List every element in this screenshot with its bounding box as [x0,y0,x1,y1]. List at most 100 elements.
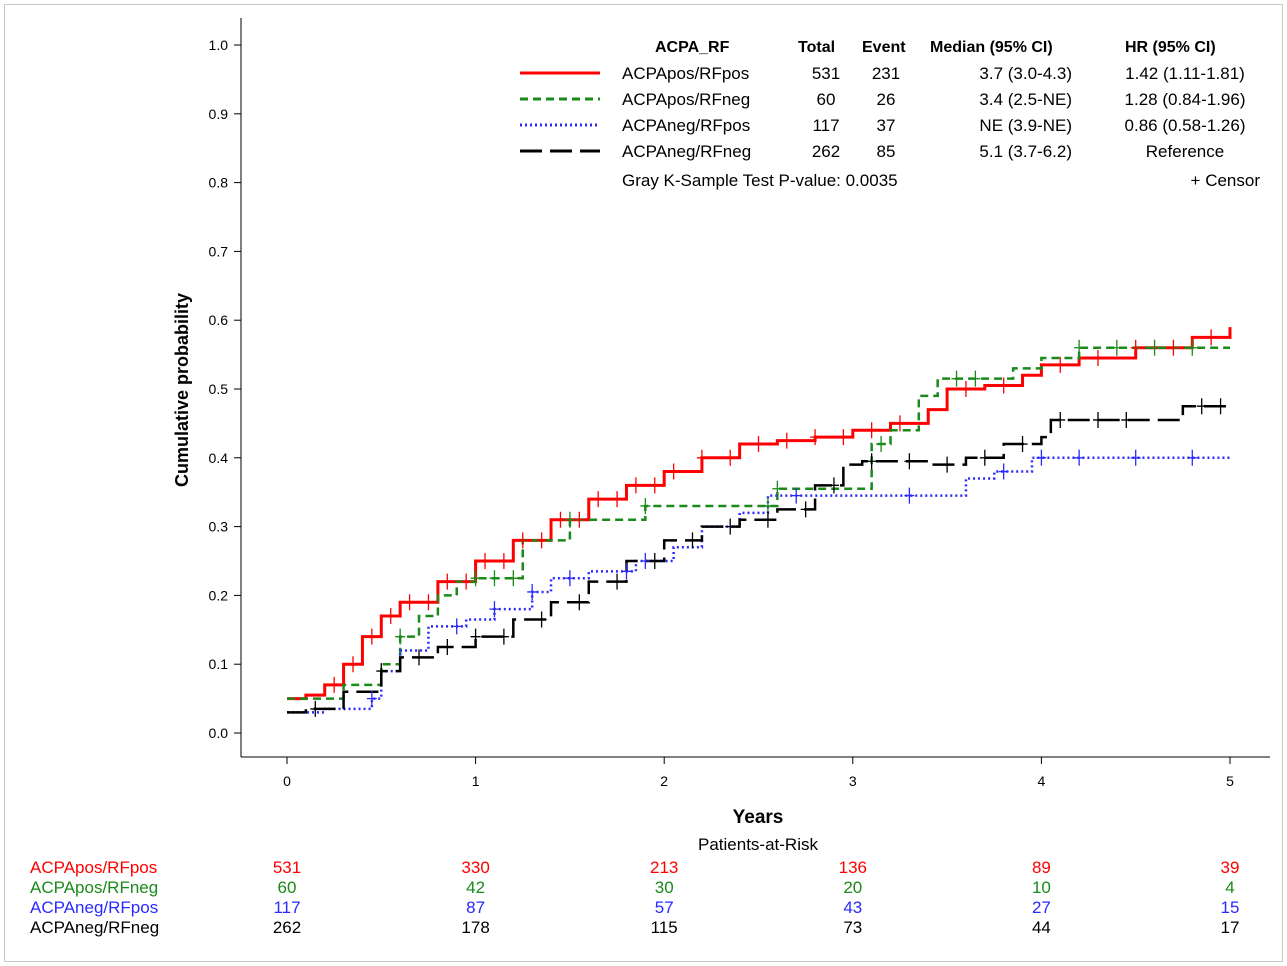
legend-hr: 1.42 (1.11-1.81) [1125,64,1245,83]
y-tick-label: 0.5 [209,381,229,397]
censor-mark [376,663,387,680]
risk-row-label: ACPAneg/RFpos [30,898,158,917]
censor-mark [894,415,905,432]
censor-mark [630,477,641,494]
censor-mark [348,656,359,673]
censor-mark [470,628,481,645]
censor-mark [1149,339,1160,356]
risk-count: 15 [1221,898,1240,917]
x-tick-label: 4 [1038,773,1046,789]
censor-mark [489,570,500,587]
legend-group-label: ACPAneg/RFneg [622,142,751,161]
legend-total: 262 [812,142,840,161]
risk-count: 262 [273,918,301,937]
risk-count: 20 [843,878,862,897]
censor-mark [366,690,377,707]
risk-count: 10 [1032,878,1051,897]
censor-mark [395,628,406,645]
y-tick-label: 0.2 [209,587,229,603]
y-tick-label: 0.4 [209,450,229,466]
censor-legend: + Censor [1191,171,1261,190]
censor-mark [1206,329,1217,346]
legend-event: 37 [877,116,896,135]
patients-at-risk-title: Patients-at-Risk [698,835,818,854]
y-tick-label: 0.9 [209,106,229,122]
y-axis-ticks: 0.0 0.1 0.2 0.3 0.4 0.5 0.6 0.7 0.8 0.9 1.0 [209,37,241,741]
legend-header-group: ACPA_RF [655,39,730,56]
censor-mark [753,436,764,453]
x-axis-ticks: 0 1 2 3 4 5 [283,757,1234,789]
censor-mark [442,639,453,655]
gray-test-pvalue: Gray K-Sample Test P-value: 0.0035 [622,171,898,190]
censor-mark [310,700,321,717]
risk-count: 531 [273,858,301,877]
censor-mark [1168,339,1179,356]
y-axis-title: Cumulative probability [172,293,192,487]
censor-mark [517,532,528,549]
legend-median: 3.4 (2.5-NE) [979,90,1072,109]
risk-count: 39 [1221,858,1240,877]
risk-count: 136 [839,858,867,877]
risk-count: 44 [1032,918,1051,937]
survival-curves [287,327,1232,714]
censor-mark [1215,398,1226,415]
y-tick-label: 0.8 [209,175,229,191]
legend-median: NE (3.9-NE) [979,116,1072,135]
censor-mark [640,553,651,569]
legend-header-total: Total [798,39,835,56]
risk-count: 43 [843,898,862,917]
censor-mark [1130,449,1141,466]
censor-mark [574,594,585,611]
x-tick-label: 1 [472,773,480,789]
y-tick-label: 1.0 [209,37,229,53]
legend-event: 231 [872,64,900,83]
censor-mark [838,429,849,446]
risk-count: 27 [1032,898,1051,917]
censor-mark [593,491,604,508]
legend: ACPA_RF Total Event Median (95% CI) HR (… [520,39,1260,190]
censor-mark [781,432,792,449]
censor-mark [1092,411,1103,428]
censor-mark [810,429,821,446]
censor-mark [828,477,839,494]
censor-mark [404,594,415,611]
risk-count: 87 [466,898,485,917]
legend-header-hr: HR (95% CI) [1125,39,1216,56]
legend-total: 60 [817,90,836,109]
legend-group-label: ACPApos/RFpos [622,64,749,83]
censor-mark [1196,398,1207,415]
y-tick-label: 0.7 [209,243,229,259]
censor-mark [423,594,434,611]
censor-mark [564,570,575,587]
censor-mark [951,370,962,387]
y-tick-label: 0.0 [209,725,229,741]
censor-mark [1017,436,1028,453]
censor-mark [649,477,660,494]
censor-mark [1055,356,1066,373]
censor-mark [1187,339,1198,356]
legend-hr: 1.28 (0.84-1.96) [1125,90,1246,109]
legend-event: 85 [877,142,896,161]
censor-mark [451,618,462,635]
risk-count: 330 [461,858,489,877]
censor-mark [442,573,453,590]
curve-acpapos-rfneg [287,346,1230,700]
legend-header-median: Median (95% CI) [930,39,1053,56]
censor-mark [876,436,887,453]
legend-total: 117 [812,116,839,135]
censor-mark [791,487,802,504]
x-axis-title: Years [733,807,784,828]
curve-acpaneg-rfneg [287,404,1230,714]
risk-count: 115 [651,918,678,937]
risk-count: 4 [1225,878,1234,897]
censor-mark [508,570,519,587]
censor-marks [310,329,1226,717]
censor-mark [640,497,651,514]
risk-row-label: ACPAneg/RFneg [30,918,159,937]
censor-mark [904,487,915,504]
risk-row-label: ACPApos/RFpos [30,858,157,877]
x-tick-label: 5 [1226,773,1234,789]
censor-mark [998,463,1009,480]
censor-mark [1130,339,1141,356]
